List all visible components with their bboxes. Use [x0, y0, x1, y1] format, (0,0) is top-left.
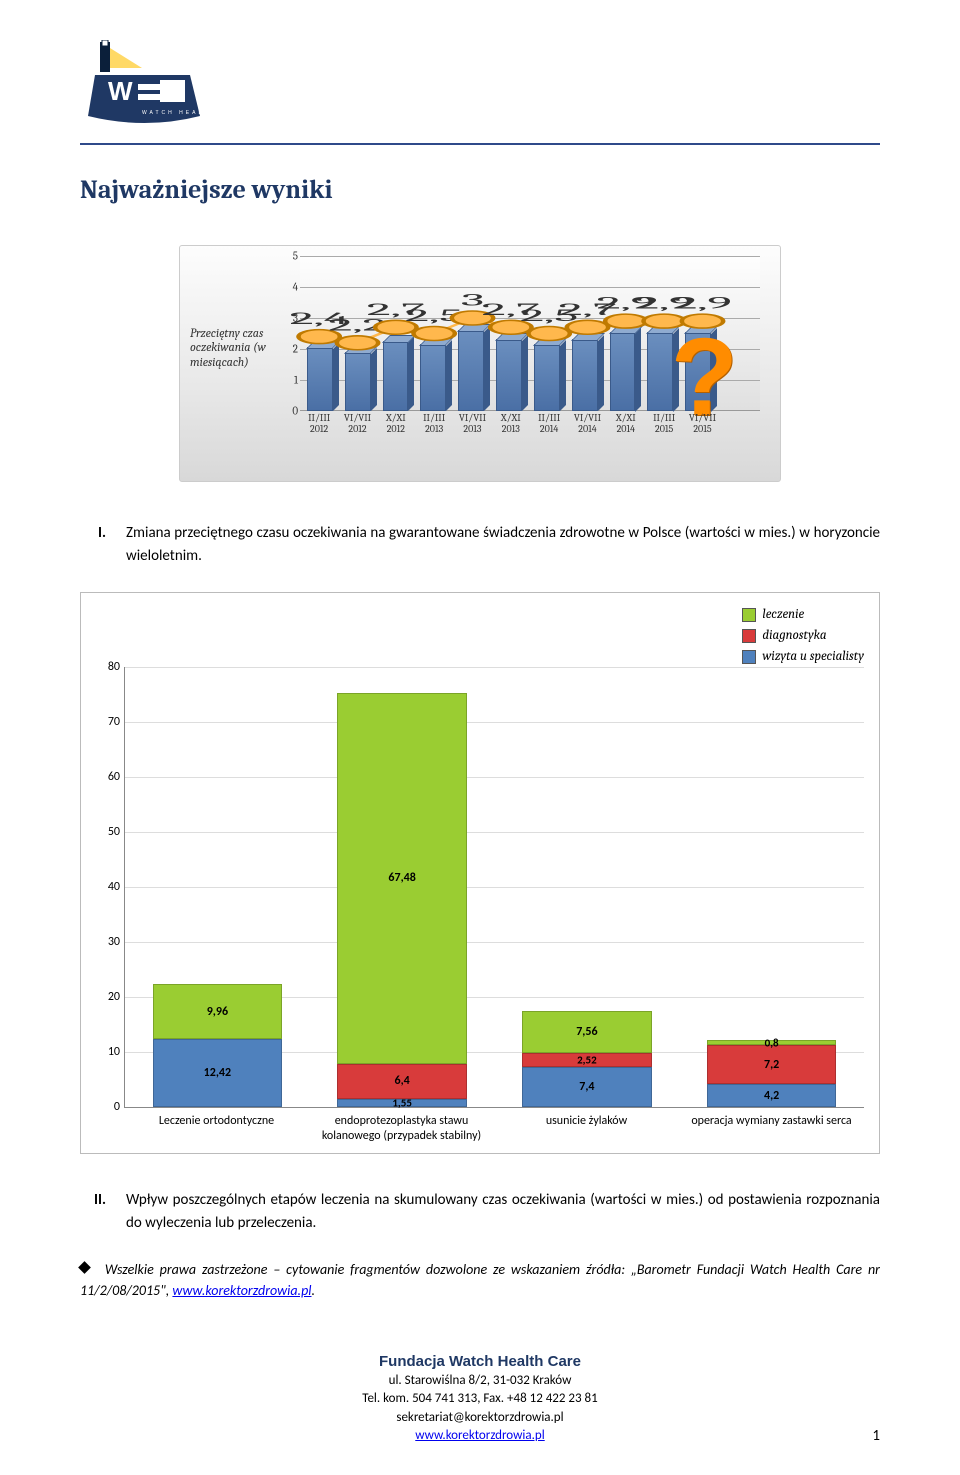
item-1: I. Zmiana przeciętnego czasu oczekiwania… [80, 522, 880, 567]
chart-trend-3d: Przeciętny czas oczekiwania (w miesiącac… [179, 245, 781, 482]
footer-name: Fundacja Watch Health Care [80, 1351, 880, 1372]
chart2-legend: leczeniediagnostykawizyta u specialisty [742, 605, 864, 667]
question-mark-icon: ? [671, 337, 738, 420]
header-logo: W WATCH HEALTH CARE [80, 40, 880, 135]
footer-email: sekretariat@korektorzdrowia.pl [80, 1409, 880, 1427]
item-2-number: II. [80, 1191, 106, 1209]
page-number: 1 [872, 1427, 880, 1445]
svg-text:2,9: 2,9 [673, 294, 731, 313]
item-2-text: Wpływ poszczególnych etapów leczenia na … [126, 1189, 880, 1234]
page-footer: Fundacja Watch Health Care ul. Starowiśl… [80, 1351, 880, 1445]
item-1-text: Zmiana przeciętnego czasu oczekiwania na… [126, 522, 880, 567]
footer-site-link[interactable]: www.korektorzdrowia.pl [415, 1428, 544, 1443]
footnote-link[interactable]: www.korektorzdrowia.pl [172, 1282, 311, 1299]
footnote: Wszelkie prawa zastrzeżone – cytowanie f… [80, 1259, 880, 1301]
svg-text:W: W [108, 76, 135, 106]
chart-stacked-bar: leczeniediagnostykawizyta u specialisty … [80, 592, 880, 1154]
page-heading: Najważniejsze wyniki [80, 175, 880, 205]
svg-text:3: 3 [461, 291, 484, 310]
footer-address: ul. Starowiślna 8/2, 31-032 Kraków [80, 1372, 880, 1390]
footer-tel: Tel. kom. 504 741 313, Fax. +48 12 422 2… [80, 1390, 880, 1408]
chart1-ylabel: Przeciętny czas oczekiwania (w miesiącac… [190, 326, 290, 369]
item-1-number: I. [80, 524, 106, 542]
svg-text:WATCH HEALTH CARE: WATCH HEALTH CARE [142, 110, 220, 116]
header-separator [80, 143, 880, 145]
item-2: II. Wpływ poszczególnych etapów leczenia… [80, 1189, 880, 1234]
diamond-bullet-icon [78, 1261, 91, 1274]
footnote-suffix: . [312, 1282, 316, 1299]
